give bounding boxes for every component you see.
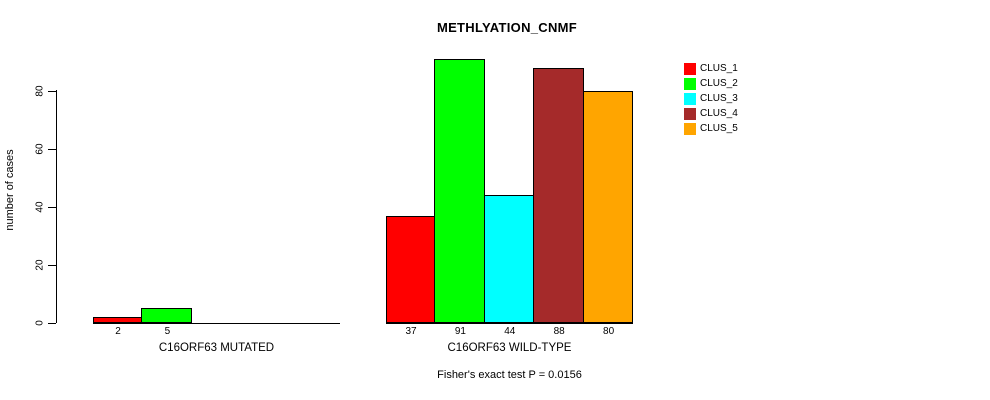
bar-value-label-clus_4-wildtype: 88 <box>553 326 565 337</box>
y-tick-label: 80 <box>34 84 46 97</box>
bar-clus_5-wildtype <box>582 91 633 323</box>
bar-value-label-clus_2-wildtype: 91 <box>454 326 466 337</box>
legend: CLUS_1 CLUS_2 CLUS_3 CLUS_4 CLUS_5 <box>684 63 738 138</box>
y-tick-label: 0 <box>34 319 46 326</box>
legend-item-clus_3: CLUS_3 <box>684 93 738 105</box>
legend-color-swatch-clus_5 <box>684 123 696 135</box>
y-tick-mark <box>48 148 56 150</box>
legend-label: CLUS_1 <box>700 63 738 74</box>
bar-clus_4-wildtype <box>533 68 584 323</box>
bar-value-label-clus_5-wildtype: 80 <box>603 326 615 337</box>
legend-label: CLUS_3 <box>700 93 738 104</box>
legend-color-swatch-clus_3 <box>684 93 696 105</box>
legend-color-swatch-clus_4 <box>684 108 696 120</box>
legend-item-clus_2: CLUS_2 <box>684 78 738 90</box>
bar-clus_1-mutated <box>93 317 143 323</box>
bar-value-label-clus_1-mutated: 2 <box>115 326 121 337</box>
bar-value-label-clus_2-mutated: 5 <box>164 326 171 337</box>
y-tick-mark <box>48 90 56 92</box>
y-tick-mark <box>48 206 56 208</box>
bar-group-wildtype <box>386 0 633 324</box>
y-axis-line <box>56 90 57 323</box>
bar-value-label-clus_3-wildtype: 44 <box>504 326 516 337</box>
x-axis-label-mutated: C16ORF63 MUTATED <box>158 342 275 354</box>
legend-label: CLUS_4 <box>700 108 738 119</box>
bar-clus_2-mutated <box>141 308 192 323</box>
legend-item-clus_5: CLUS_5 <box>684 123 738 135</box>
legend-label: CLUS_2 <box>700 78 738 89</box>
legend-color-swatch-clus_2 <box>684 78 696 90</box>
y-tick-label: 60 <box>34 142 46 155</box>
bar-clus_3-wildtype <box>483 195 535 323</box>
y-axis-title: number of cases <box>4 149 16 231</box>
y-tick-label: 40 <box>34 200 46 213</box>
legend-item-clus_1: CLUS_1 <box>684 63 738 75</box>
y-tick-label: 20 <box>34 258 46 271</box>
fisher-test-annotation: Fisher's exact test P = 0.0156 <box>437 369 582 381</box>
legend-item-clus_4: CLUS_4 <box>684 108 738 120</box>
bar-clus_1-wildtype <box>386 216 436 323</box>
x-axis-label-wildtype: C16ORF63 WILD-TYPE <box>447 342 572 354</box>
bar-clus_2-wildtype <box>434 59 485 323</box>
legend-color-swatch-clus_1 <box>684 63 696 75</box>
chart-title: METHLYATION_CNMF <box>436 20 578 35</box>
y-tick-mark <box>48 264 56 266</box>
y-tick-mark <box>48 322 56 324</box>
bar-group-mutated <box>93 0 340 324</box>
bar-value-label-clus_1-wildtype: 37 <box>405 326 417 337</box>
legend-label: CLUS_5 <box>700 123 738 134</box>
